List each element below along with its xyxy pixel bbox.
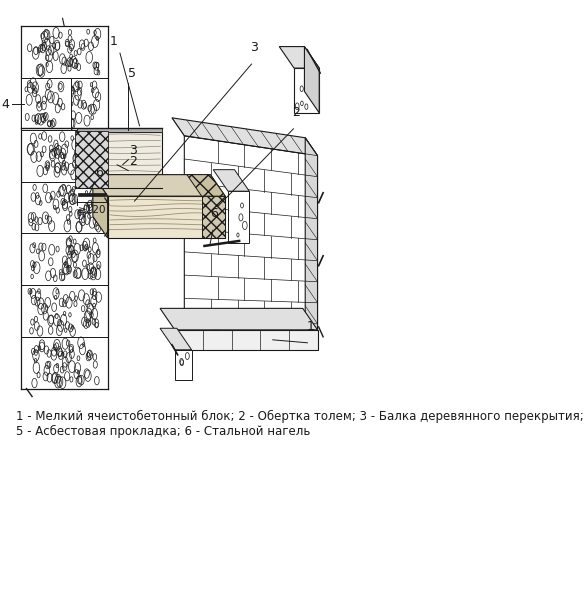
Bar [77, 128, 162, 132]
Text: 6: 6 [95, 166, 103, 179]
Text: 3: 3 [129, 143, 137, 157]
Text: 2: 2 [292, 106, 300, 119]
Polygon shape [93, 175, 225, 196]
Polygon shape [305, 138, 318, 345]
Bar [21, 233, 108, 285]
Bar [21, 78, 108, 130]
Bar [21, 285, 108, 337]
Polygon shape [279, 47, 319, 68]
Polygon shape [160, 328, 192, 350]
Bar [21, 26, 108, 78]
Bar [21, 78, 71, 130]
Polygon shape [213, 170, 249, 191]
Polygon shape [108, 196, 225, 238]
Text: 1 - Мелкий ячеистобетонный блок; 2 - Обертка толем; 3 - Балка деревянного перекр: 1 - Мелкий ячеистобетонный блок; 2 - Обе… [16, 409, 585, 422]
Bar [77, 132, 162, 187]
Bar [175, 350, 192, 380]
Text: 1: 1 [307, 320, 314, 333]
Polygon shape [172, 118, 318, 155]
Polygon shape [304, 47, 319, 113]
Bar [21, 182, 108, 233]
Text: ≥120: ≥120 [77, 205, 106, 215]
Polygon shape [184, 136, 318, 345]
Bar [294, 68, 319, 113]
Polygon shape [93, 175, 108, 238]
Text: 4: 4 [2, 98, 10, 111]
Bar [78, 193, 106, 196]
Bar [228, 191, 249, 243]
Polygon shape [160, 308, 318, 330]
Text: 6: 6 [210, 208, 218, 220]
Bar [21, 130, 108, 182]
Text: 3: 3 [250, 41, 257, 54]
Polygon shape [187, 175, 225, 196]
Bar [21, 337, 108, 389]
Polygon shape [175, 330, 318, 350]
Text: 2: 2 [129, 155, 137, 167]
Text: 1: 1 [109, 35, 117, 48]
Text: 5 - Асбестовая прокладка; 6 - Стальной нагель: 5 - Асбестовая прокладка; 6 - Стальной н… [16, 424, 311, 437]
Text: 5: 5 [128, 67, 136, 80]
Polygon shape [202, 196, 225, 238]
Bar [75, 131, 108, 188]
